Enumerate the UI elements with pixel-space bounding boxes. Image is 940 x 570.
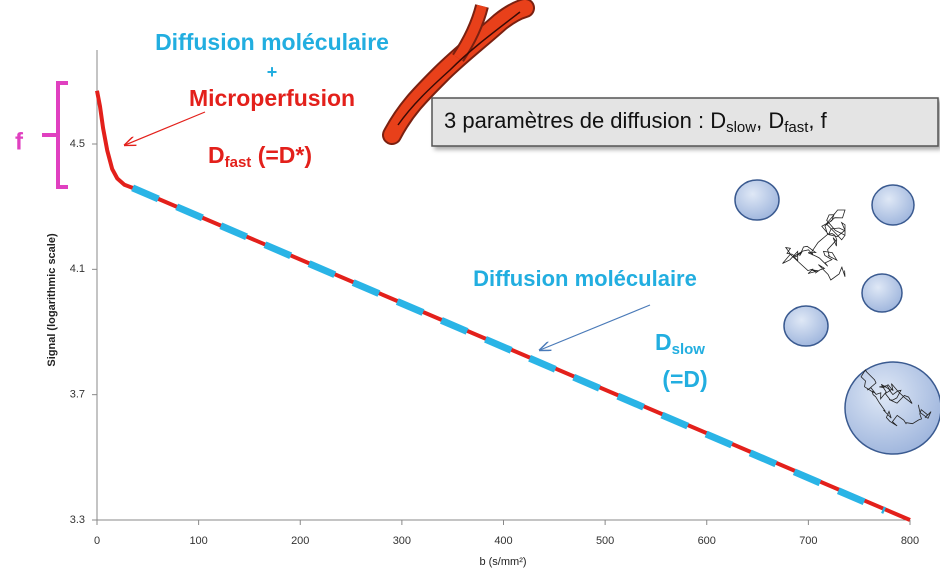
f-bracket [42, 81, 68, 189]
x-tick-label: 100 [189, 535, 207, 547]
arrow [125, 111, 206, 145]
x-tick-label: 600 [698, 535, 716, 547]
random-walk [860, 369, 932, 427]
arrow [540, 304, 651, 350]
x-tick-label: 700 [799, 535, 817, 547]
x-axis-label: b (s/mm²) [479, 556, 526, 568]
x-tick-label: 200 [291, 535, 309, 547]
annotation: (=D) [662, 366, 707, 392]
random-walk [782, 209, 846, 281]
data-line [131, 184, 886, 514]
data-line [95, 90, 911, 522]
y-tick-label: 3.7 [70, 389, 85, 401]
info-box-text: 3 paramètres de diffusion : Dslow, Dfast… [444, 108, 828, 136]
info-box [431, 97, 939, 147]
annotation: f [15, 128, 24, 155]
x-tick-label: 0 [94, 535, 100, 547]
annotation: Microperfusion [189, 85, 355, 111]
cells-illustration [734, 179, 940, 455]
annotation: Diffusion moléculaire [473, 266, 697, 291]
y-tick-label: 4.5 [70, 138, 85, 150]
x-tick-label: 400 [494, 535, 512, 547]
y-tick-label: 4.1 [70, 263, 85, 275]
x-tick-label: 300 [393, 535, 411, 547]
annotation: Dslow [655, 329, 705, 358]
x-tick-label: 500 [596, 535, 614, 547]
annotation: Diffusion moléculaire [155, 29, 389, 55]
x-tick-label: 800 [901, 535, 919, 547]
vessel-illustration [382, 0, 535, 145]
y-tick-label: 3.3 [70, 514, 85, 526]
y-axis-label: Signal (logarithmic scale) [46, 233, 58, 367]
annotation: Dfast (=D*) [208, 142, 312, 171]
random-walks [782, 209, 932, 427]
annotation: + [267, 62, 278, 82]
